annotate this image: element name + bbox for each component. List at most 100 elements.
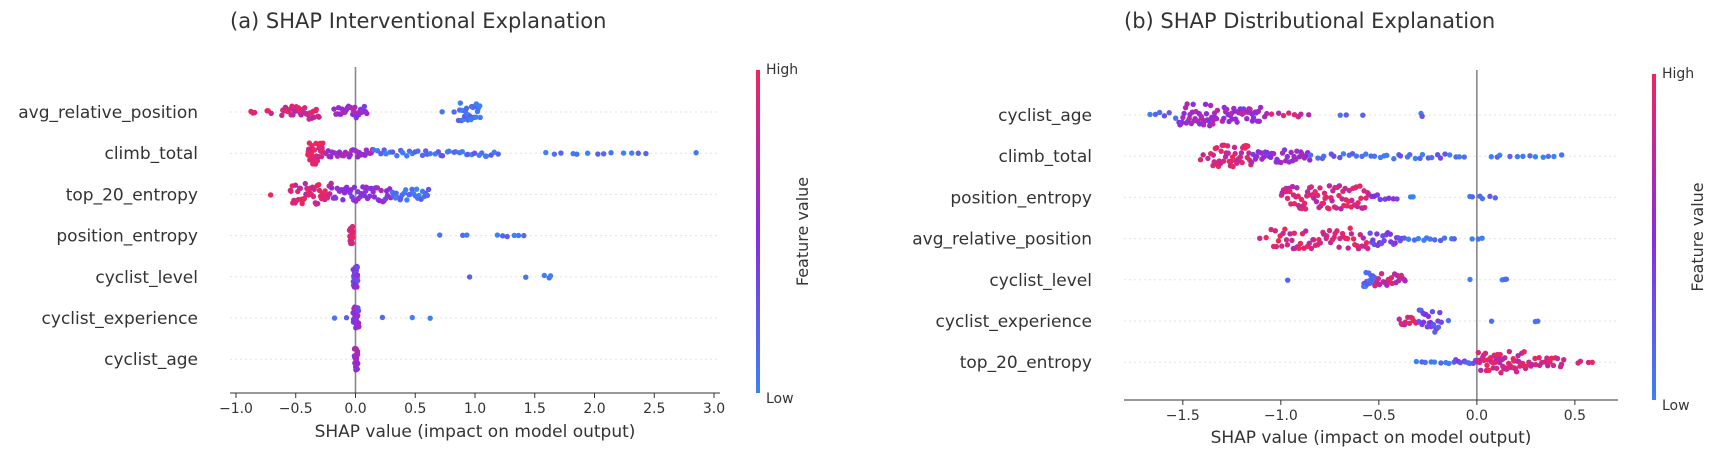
shap-point: [425, 186, 432, 193]
shap-point: [351, 184, 358, 190]
x-tick-label: 0.5: [404, 401, 426, 417]
shap-point: [1520, 153, 1526, 160]
shap-point: [1457, 359, 1464, 366]
shap-point: [340, 197, 346, 203]
shap-point: [356, 324, 362, 330]
shap-chart-b: (b) SHAP Distributional Explanation cycli…: [912, 9, 1707, 448]
shap-point: [1374, 231, 1380, 237]
shap-point: [1413, 358, 1420, 365]
shap-point: [427, 150, 433, 157]
shap-point: [378, 150, 384, 157]
shap-point: [1425, 313, 1432, 320]
shap-point: [1498, 369, 1504, 376]
shap-point: [1245, 143, 1251, 149]
shap-point: [354, 351, 361, 358]
shap-point: [1218, 148, 1224, 154]
shap-point: [367, 193, 373, 199]
shap-point: [1347, 225, 1353, 231]
feature-label-climb-total: climb_total: [104, 144, 198, 164]
shap-point: [1442, 151, 1448, 157]
shap-point: [409, 186, 415, 192]
shap-point: [1384, 152, 1390, 159]
shap-point: [1291, 230, 1297, 236]
shap-point: [1420, 319, 1427, 325]
shap-point: [495, 151, 501, 157]
shap-point: [1317, 240, 1324, 246]
shap-point: [1239, 159, 1245, 166]
shap-point: [301, 195, 308, 202]
shap-point: [1280, 112, 1287, 119]
shap-point: [299, 200, 305, 207]
shap-point: [543, 149, 549, 156]
shap-point: [1396, 316, 1402, 322]
shap-point: [1507, 153, 1513, 160]
shap-point: [483, 153, 490, 159]
shap-point: [378, 187, 384, 194]
shap-point: [1428, 154, 1435, 161]
shap-point: [1438, 319, 1445, 325]
x-tick-label: −1.0: [219, 401, 253, 417]
shap-point: [1406, 320, 1413, 327]
shap-point: [354, 264, 360, 270]
shap-point: [629, 150, 635, 156]
shap-point: [361, 103, 368, 110]
shap-point: [1371, 153, 1378, 159]
shap-point: [452, 149, 459, 155]
shap-point: [1225, 150, 1231, 156]
shap-point: [1513, 369, 1520, 375]
feature-label-cyclist-level: cyclist_level: [989, 271, 1092, 291]
shap-point: [424, 192, 431, 199]
shap-point: [1348, 231, 1355, 237]
shap-point: [1391, 156, 1397, 162]
shap-point: [1412, 155, 1419, 162]
shap-point: [1257, 104, 1264, 111]
shap-point: [1307, 152, 1314, 158]
shap-point: [1286, 110, 1292, 116]
shap-point: [437, 232, 443, 238]
shap-point: [1314, 192, 1321, 199]
x-tick-label: 2.0: [583, 401, 605, 417]
shap-point: [1502, 355, 1508, 361]
shap-point: [1447, 152, 1453, 158]
shap-point: [1232, 150, 1238, 157]
colorbar: [1652, 74, 1656, 400]
feature-label-avg-relative-position: avg_relative_position: [18, 103, 198, 123]
shap-point: [1386, 195, 1392, 201]
shap-point: [1527, 153, 1533, 159]
shap-point: [1494, 365, 1500, 372]
shap-point: [574, 151, 580, 157]
shap-point: [292, 182, 299, 188]
x-tick-label: 1.5: [524, 401, 546, 417]
shap-point: [465, 151, 471, 158]
shap-point: [1256, 118, 1263, 124]
shap-point: [1437, 309, 1443, 316]
shap-point: [279, 112, 285, 119]
shap-point: [1307, 157, 1313, 163]
shap-point: [1253, 153, 1260, 160]
shap-point: [311, 186, 317, 193]
shap-point: [1161, 113, 1168, 119]
x-tick-label: −1.0: [1264, 408, 1298, 424]
shap-point: [1363, 151, 1369, 157]
shap-point: [1544, 355, 1550, 361]
shap-point: [374, 185, 380, 191]
x-tick-label: 2.5: [643, 401, 665, 417]
shap-point: [267, 192, 274, 198]
shap-point: [1306, 112, 1312, 118]
feature-label-top-20-entropy: top_20_entropy: [960, 353, 1092, 373]
shap-point: [1349, 150, 1356, 157]
shap-point: [302, 105, 308, 111]
shap-point: [328, 154, 334, 160]
colorbar: [756, 70, 760, 393]
shap-point: [419, 152, 426, 159]
shap-point: [1397, 153, 1404, 159]
shap-point: [1523, 363, 1529, 369]
shap-point: [643, 150, 649, 157]
shap-point: [1506, 348, 1513, 355]
shap-point: [1287, 188, 1293, 195]
shap-point: [290, 112, 296, 118]
shap-point: [620, 150, 627, 156]
shap-point: [314, 200, 321, 207]
shap-point: [1224, 106, 1230, 113]
shap-point: [1360, 235, 1367, 241]
